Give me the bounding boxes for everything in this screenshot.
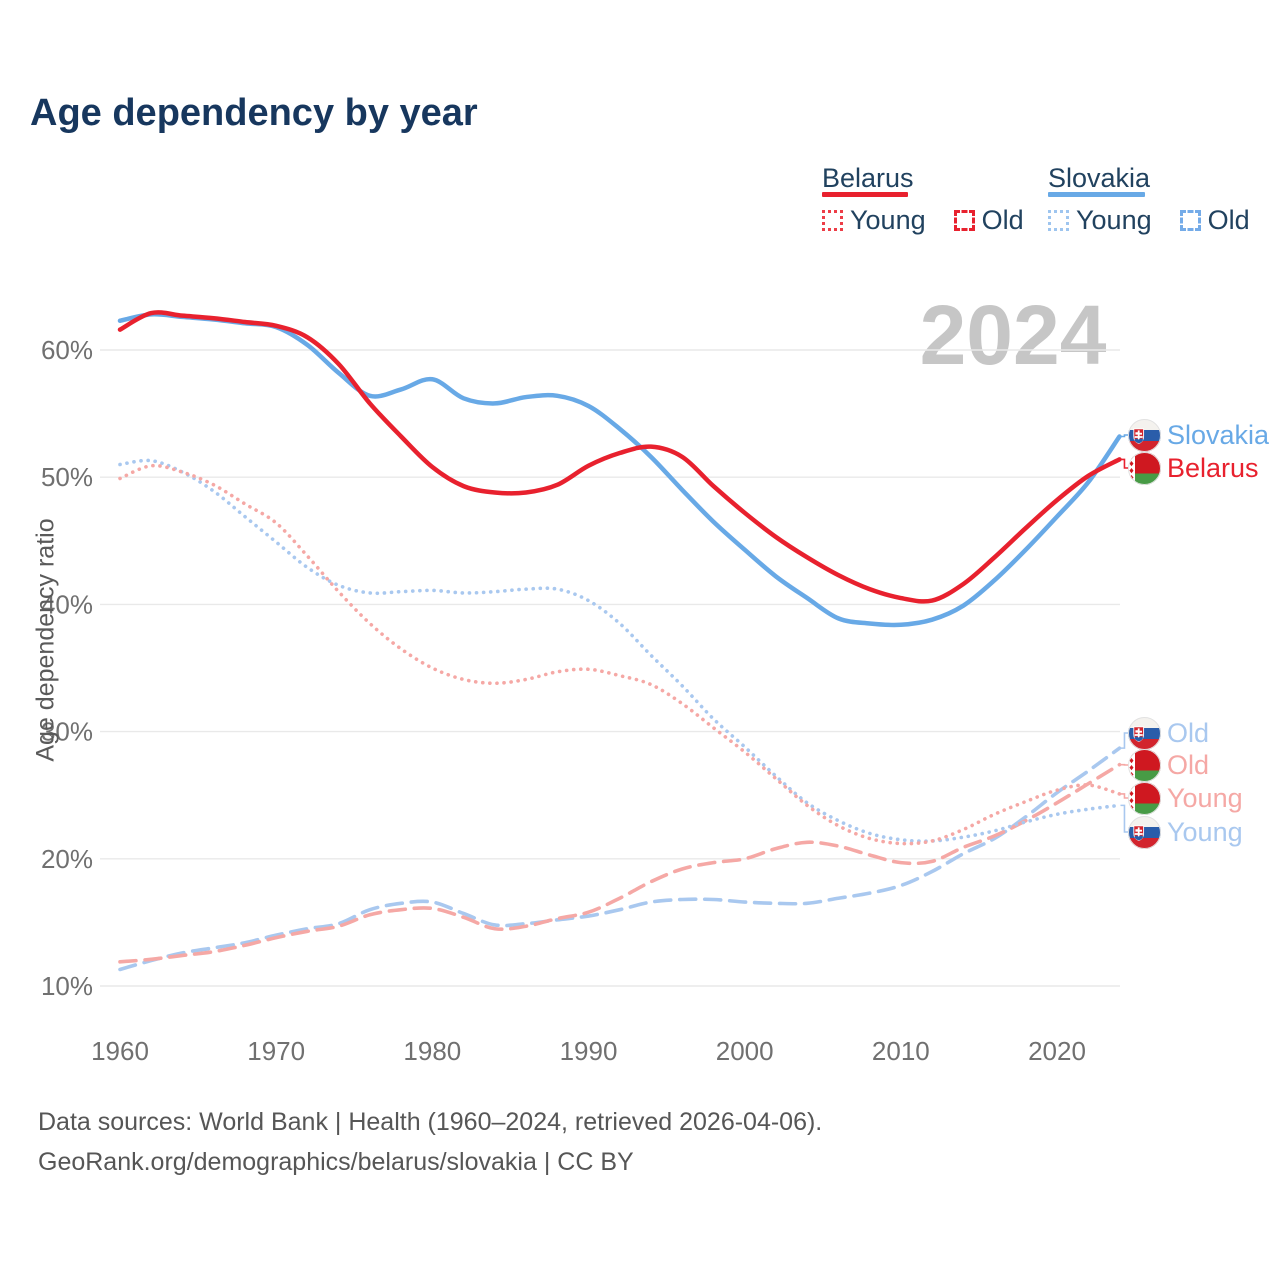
x-tick-1970: 1970: [247, 1036, 305, 1066]
belarus-young-swatch-icon: [822, 210, 843, 231]
belarus-old-swatch-icon: [953, 210, 975, 231]
y-tick-10: 10%: [41, 971, 93, 1001]
x-tick-1960: 1960: [91, 1036, 149, 1066]
belarus-flag-icon: [1128, 749, 1161, 782]
legend-underline-belarus: [822, 192, 908, 197]
y-tick-30: 30%: [41, 717, 93, 747]
legend-label-slovakia-old: Old: [1207, 205, 1250, 235]
x-tick-labels: 1960 1970 1980 1990 2000 2010 2020: [91, 1036, 1086, 1066]
end-label-slovakia-young: Young: [1128, 816, 1243, 849]
legend-label-slovakia-young: Young: [1076, 205, 1152, 235]
series-line-belarus-total: [117, 310, 1122, 604]
end-label-text-belarus-old: Old: [1167, 749, 1210, 780]
connector-slovakia-old: [1120, 732, 1129, 749]
end-label-slovakia-old: Old: [1128, 717, 1209, 750]
end-label-text-belarus-young: Young: [1167, 782, 1243, 813]
x-tick-2020: 2020: [1028, 1036, 1086, 1066]
end-label-slovakia-total: Slovakia: [1128, 419, 1269, 452]
x-tick-1990: 1990: [560, 1036, 618, 1066]
slovakia-young-swatch-icon: [1048, 210, 1069, 231]
end-label-belarus-old: Old: [1128, 749, 1209, 782]
y-gridlines: [100, 349, 1120, 987]
connector-belarus-total: [1120, 458, 1129, 469]
belarus-flag-icon: [1128, 452, 1161, 485]
series-line-slovakia-old: [118, 746, 1122, 972]
legend-label-belarus-young: Young: [850, 205, 926, 235]
end-label-text-slovakia-total: Slovakia: [1167, 419, 1270, 450]
x-tick-2010: 2010: [872, 1036, 930, 1066]
belarus-flag-icon: [1128, 782, 1161, 815]
legend-underline-slovakia: [1048, 192, 1145, 197]
connector-belarus-young: [1120, 793, 1129, 799]
connector-slovakia-young: [1120, 804, 1129, 833]
legend-items-slovakia: Young Old: [1048, 205, 1250, 236]
legend: Belarus Young Old Slovakia Young Old: [0, 163, 1280, 243]
series-line-slovakia-total: [117, 312, 1122, 628]
connector-slovakia-total: [1120, 434, 1129, 438]
page-title: Age dependency by year: [30, 92, 478, 134]
series-line-belarus-old: [118, 762, 1122, 964]
legend-country-slovakia: Slovakia: [1048, 163, 1151, 193]
footer-link-line: GeoRank.org/demographics/belarus/slovaki…: [38, 1148, 634, 1176]
slovakia-old-swatch-icon: [1179, 210, 1201, 231]
end-label-belarus-total: Belarus: [1128, 452, 1259, 485]
end-label-text-slovakia-young: Young: [1167, 816, 1243, 847]
x-tick-2000: 2000: [716, 1036, 774, 1066]
y-tick-60: 60%: [41, 335, 93, 365]
slovakia-flag-icon: [1128, 816, 1161, 849]
legend-label-belarus-old: Old: [981, 205, 1024, 235]
slovakia-flag-icon: [1128, 419, 1161, 452]
slovakia-flag-icon: [1128, 717, 1161, 750]
y-tick-50: 50%: [41, 462, 93, 492]
end-label-text-slovakia-old: Old: [1167, 717, 1210, 748]
y-tick-20: 20%: [41, 844, 93, 874]
end-label-text-belarus-total: Belarus: [1167, 452, 1259, 483]
series-line-belarus-young: [118, 463, 1122, 846]
series-line-slovakia-young: [118, 458, 1122, 843]
legend-country-belarus: Belarus: [822, 163, 914, 193]
y-tick-40: 40%: [41, 589, 93, 619]
y-axis-title: Age dependency ratio: [31, 518, 60, 762]
end-label-belarus-young: Young: [1128, 782, 1243, 815]
x-tick-1980: 1980: [403, 1036, 461, 1066]
footer-source-line: Data sources: World Bank | Health (1960–…: [38, 1108, 823, 1136]
y-tick-labels: 10% 20% 30% 40% 50% 60%: [41, 335, 93, 1001]
watermark-year: 2024: [920, 288, 1107, 382]
legend-items-belarus: Young Old: [822, 205, 1024, 236]
